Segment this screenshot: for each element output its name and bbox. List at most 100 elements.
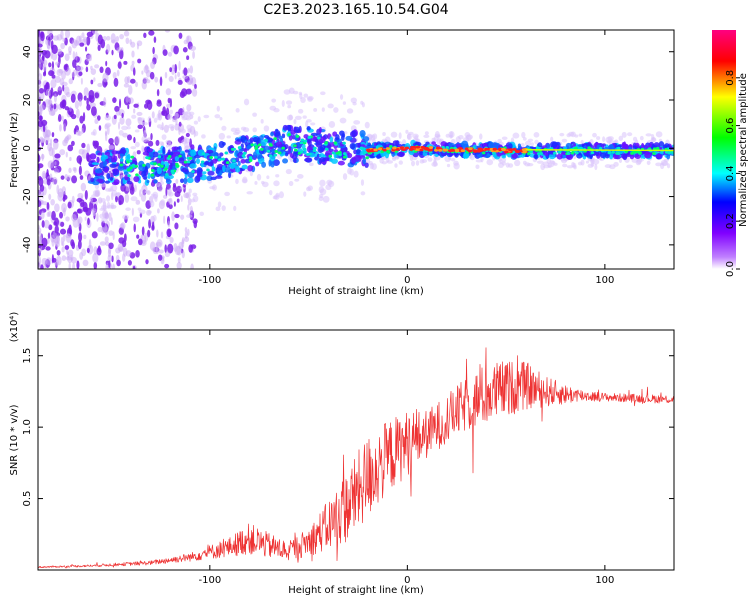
spectrogram-halo bbox=[217, 201, 222, 208]
spectrogram-band bbox=[572, 143, 577, 147]
spectrogram-speck bbox=[130, 41, 136, 48]
spectrogram-band bbox=[166, 174, 174, 180]
spectrogram-halo bbox=[188, 188, 192, 194]
spectrogram-speck bbox=[88, 238, 92, 249]
spectrogram-speck bbox=[53, 168, 60, 174]
spectrogram-speck bbox=[91, 30, 98, 35]
spectrogram-speck bbox=[61, 81, 68, 87]
spectrogram-speck bbox=[165, 186, 168, 197]
spectrogram-speck bbox=[132, 265, 136, 269]
spectrogram-halo bbox=[235, 127, 240, 131]
spectrogram-speck bbox=[71, 140, 75, 147]
spectrogram-core bbox=[214, 155, 218, 159]
spectrogram-halo bbox=[607, 136, 614, 141]
spectrogram-core bbox=[119, 163, 124, 167]
spectrogram-peak bbox=[435, 146, 441, 150]
spectrogram-halo bbox=[125, 207, 132, 211]
spectrogram-halo bbox=[327, 103, 334, 109]
spectrogram-band bbox=[148, 151, 154, 159]
spectrogram-band bbox=[190, 149, 197, 157]
spectrogram-band bbox=[287, 124, 292, 133]
spectrogram-speck bbox=[80, 77, 83, 85]
spectrogram-halo bbox=[242, 176, 248, 183]
spectrogram-speck bbox=[155, 245, 160, 255]
spectrogram-band bbox=[282, 124, 288, 131]
spectrogram-speck bbox=[71, 213, 77, 222]
spectrogram-halo bbox=[410, 160, 416, 167]
spectrogram-band bbox=[102, 160, 107, 167]
spectrogram-speck bbox=[190, 263, 194, 269]
spectrogram-halo bbox=[216, 105, 220, 112]
spectrogram-halo bbox=[394, 163, 398, 168]
spectrogram-speck bbox=[186, 80, 193, 86]
spectrogram-halo bbox=[534, 139, 539, 145]
spectrogram-band bbox=[608, 144, 614, 150]
spectrogram-speck bbox=[55, 255, 62, 266]
spectrogram-band bbox=[233, 165, 240, 169]
spectrogram-core bbox=[224, 151, 229, 155]
spectrogram-band bbox=[206, 175, 213, 182]
spectrogram-speck bbox=[51, 176, 58, 185]
spectrogram-halo bbox=[285, 168, 292, 175]
spectrogram-halo bbox=[372, 133, 378, 140]
spectrogram-core bbox=[324, 147, 329, 151]
spectrogram-core bbox=[241, 154, 246, 158]
snr-ytick-label: 1.0 bbox=[22, 419, 33, 435]
spectrogram-halo bbox=[592, 158, 600, 165]
spectrogram-halo bbox=[214, 114, 221, 119]
spectrogram-peak bbox=[442, 148, 448, 152]
spectrogram-core bbox=[331, 151, 336, 155]
spectrogram-halo bbox=[271, 98, 277, 103]
spectrogram-speck bbox=[174, 213, 180, 219]
spectrogram-halo bbox=[221, 205, 226, 211]
spectrogram-speck bbox=[133, 223, 136, 233]
spectrogram-speck bbox=[38, 78, 42, 88]
spectrogram-peak bbox=[464, 147, 470, 151]
spectrogram-speck bbox=[97, 44, 101, 51]
spectrogram-speck bbox=[64, 245, 70, 250]
spectrogram-speck bbox=[189, 205, 194, 215]
spectrogram-band bbox=[104, 180, 110, 184]
spectrogram-halo bbox=[360, 191, 366, 196]
snr-xtick-label: 100 bbox=[595, 575, 614, 586]
spectrogram-speck bbox=[108, 242, 114, 250]
spectrogram-peak bbox=[454, 148, 460, 152]
spectrogram-core bbox=[361, 147, 366, 151]
spectrogram-speck bbox=[183, 67, 188, 76]
spectrogram-speck bbox=[76, 197, 83, 203]
spectrogram-band bbox=[151, 151, 159, 158]
spectrogram-halo bbox=[446, 163, 451, 168]
spectrogram-halo bbox=[349, 168, 354, 176]
spectrogram-speck bbox=[97, 34, 103, 45]
spectrogram-speck bbox=[182, 47, 188, 53]
spectrogram-halo bbox=[524, 162, 531, 167]
spectrogram-band bbox=[323, 157, 330, 161]
spectrogram-band bbox=[215, 175, 223, 179]
spectrogram-speck bbox=[104, 212, 109, 220]
spectrogram-core bbox=[574, 146, 578, 150]
spectrogram-band bbox=[189, 163, 197, 169]
spectrogram-speck bbox=[113, 114, 117, 120]
spectrogram-speck bbox=[47, 232, 51, 239]
spectrogram-halo bbox=[243, 98, 250, 106]
spectrogram-halo bbox=[310, 122, 316, 126]
spectrogram-band bbox=[270, 131, 275, 137]
spectrogram-halo bbox=[305, 120, 309, 128]
snr-panel: -100 0 100 0.5 1.0 1.5 Height of straight lin… bbox=[9, 312, 675, 596]
spectrogram-speck bbox=[125, 118, 132, 127]
spectrogram-core bbox=[201, 152, 206, 156]
spectrogram-speck bbox=[67, 144, 74, 152]
spectrogram-core bbox=[157, 163, 161, 167]
snr-plot-area bbox=[38, 330, 674, 570]
spectrogram-band bbox=[114, 169, 120, 176]
spectrogram-speck bbox=[85, 54, 91, 62]
spectrogram-speck bbox=[51, 254, 54, 264]
spectrogram-band bbox=[566, 153, 574, 161]
spectrogram-halo bbox=[298, 91, 303, 96]
spectrogram-speck bbox=[112, 97, 117, 103]
spectrogram-band bbox=[92, 181, 100, 186]
spectrogram-speck bbox=[177, 257, 181, 264]
spectrogram-speck bbox=[86, 104, 91, 111]
spectrogram-speck bbox=[89, 196, 93, 203]
spectrogram-core bbox=[129, 166, 133, 170]
